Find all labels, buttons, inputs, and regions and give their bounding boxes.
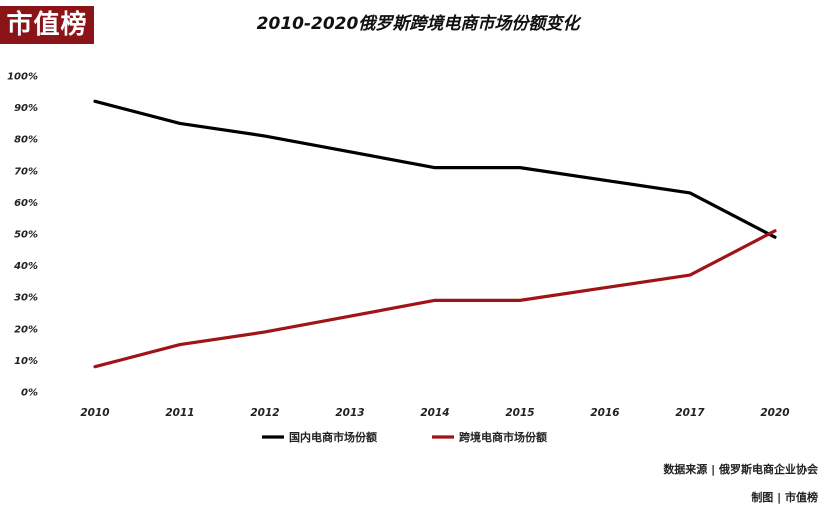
y-tick-label: 60% — [14, 198, 38, 209]
credit-note: 制图 | 市值榜 — [751, 490, 818, 504]
series-layer — [93, 99, 777, 369]
series-line — [93, 99, 777, 239]
y-tick-label: 10% — [14, 356, 38, 367]
y-axis: 0% 10% 20% 30% 40% 50% 60% 70% 80% 90% 100% — [7, 72, 38, 399]
y-tick-label: 90% — [14, 103, 38, 114]
x-axis: 2010 2011 2012 2013 2014 2015 2016 2017 2020 — [80, 407, 789, 419]
y-tick-label: 100% — [7, 72, 38, 83]
source-note: 数据来源 | 俄罗斯电商企业协会 — [663, 462, 819, 476]
y-tick-label: 20% — [14, 324, 38, 335]
x-tick-label: 2010 — [80, 407, 109, 419]
y-tick-label: 70% — [14, 166, 38, 177]
x-tick-label: 2017 — [675, 407, 705, 419]
y-tick-label: 40% — [13, 261, 38, 272]
y-tick-label: 0% — [21, 388, 38, 399]
chart-title: 2010-2020俄罗斯跨境电商市场份额变化 — [257, 14, 583, 34]
x-tick-label: 2014 — [420, 407, 449, 419]
legend-label: 国内电商市场份额 — [289, 430, 377, 444]
y-tick-label: 30% — [14, 293, 38, 304]
x-tick-label: 2016 — [590, 407, 619, 419]
x-tick-label: 2013 — [335, 407, 364, 419]
y-tick-label: 80% — [14, 135, 38, 146]
x-tick-label: 2012 — [250, 407, 279, 419]
x-tick-label: 2011 — [165, 407, 194, 419]
y-tick-label: 50% — [14, 230, 38, 241]
legend: 国内电商市场份额 跨境电商市场份额 — [262, 430, 547, 444]
legend-label: 跨境电商市场份额 — [459, 430, 547, 444]
logo: 市值榜 — [0, 6, 94, 44]
x-tick-label: 2020 — [760, 407, 789, 419]
x-tick-label: 2015 — [505, 407, 534, 419]
series-line — [93, 229, 777, 369]
